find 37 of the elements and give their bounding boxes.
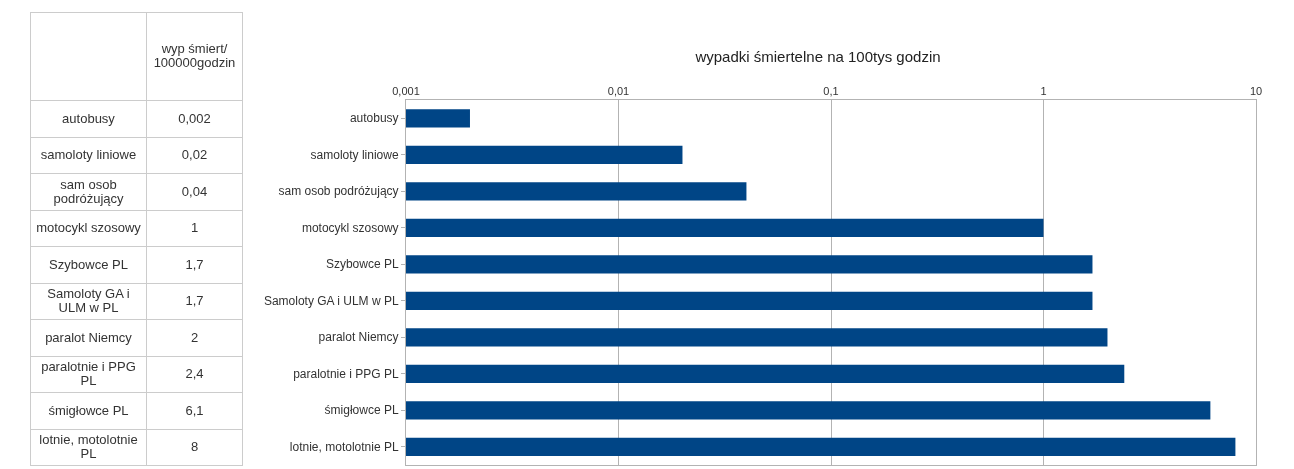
- text: Szybowce PL: [49, 256, 128, 272]
- y-tick-label: Szybowce PL: [325, 257, 399, 272]
- text: 2,4: [185, 366, 204, 382]
- text: 1,7: [185, 256, 204, 272]
- text: autobusy: [62, 110, 115, 126]
- y-tick-label: autobusy: [349, 111, 399, 126]
- text: śmigłowce PL: [48, 402, 129, 418]
- text: 1: [190, 220, 199, 236]
- text: 6,1: [185, 402, 204, 418]
- text: lotnie, motolotnie PL: [39, 432, 138, 462]
- text: paralotnie i PPG PL: [41, 359, 136, 389]
- y-tick-label: sam osob podróżujący: [278, 184, 399, 199]
- text: motocykl szosowy: [36, 220, 141, 236]
- x-tick-label: 0,1: [823, 84, 839, 97]
- text: sam osob podróżujący: [53, 176, 124, 206]
- y-tick-label: lotnie, motolotnie PL: [289, 439, 399, 454]
- text: paralot Niemcy: [45, 329, 132, 345]
- text: Samoloty GA i ULM w PL: [47, 286, 130, 316]
- x-tick-label: 0,01: [607, 84, 630, 97]
- y-tick-label: paralot Niemcy: [318, 330, 399, 345]
- y-tick-label: motocykl szosowy: [301, 220, 399, 235]
- y-tick-label: Samoloty GA i ULM w PL: [263, 293, 399, 308]
- text: 8: [190, 439, 199, 455]
- text: 0,002: [178, 110, 211, 126]
- text: 1,7: [185, 293, 204, 309]
- chart-title: wypadki śmiertelne na 100tys godzin: [694, 48, 941, 66]
- y-tick-label: samoloty liniowe: [310, 147, 399, 162]
- y-tick-label: śmigłowce PL: [324, 403, 399, 418]
- category-label: wyp śmiert/ 100000godzin: [146, 12, 243, 101]
- text: 0,02: [181, 147, 208, 163]
- x-tick-label: 10: [1249, 84, 1263, 97]
- text: samoloty liniowe: [40, 147, 137, 163]
- text: 2: [190, 329, 199, 345]
- x-tick-label: 0,001: [392, 84, 420, 97]
- y-tick-label: paralotnie i PPG PL: [293, 366, 399, 381]
- x-tick-label: 1: [1040, 84, 1047, 97]
- text: 0,04: [181, 183, 208, 199]
